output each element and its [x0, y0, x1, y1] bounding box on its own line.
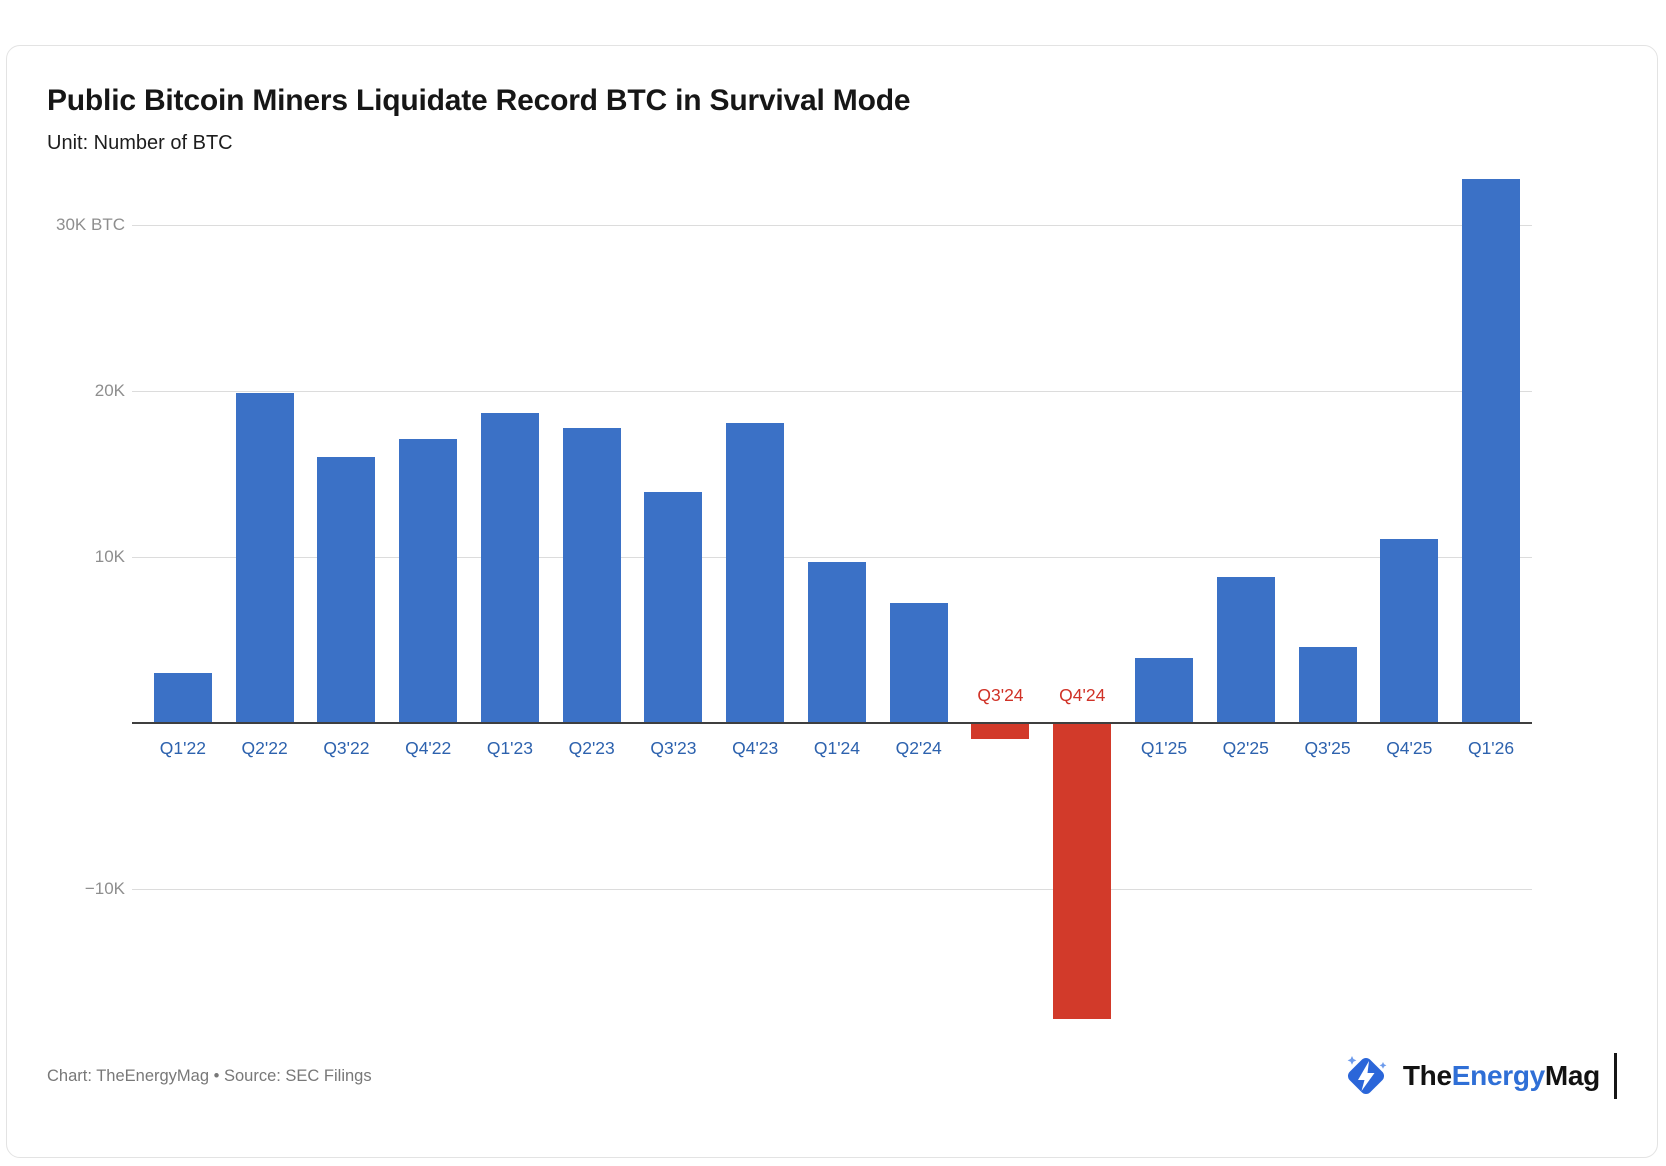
xlabel-q1-22: Q1'22 — [159, 738, 206, 758]
xlabel-q2-22: Q2'22 — [241, 738, 288, 758]
ytick-10k: −10K — [84, 879, 125, 898]
bar-q1-23 — [480, 412, 539, 723]
bar-q1-26 — [1462, 178, 1521, 723]
gridline-10k — [132, 888, 1532, 890]
logo-text-mag: Mag — [1544, 1060, 1600, 1091]
bar-q3-25 — [1298, 646, 1357, 723]
bar-q1-22 — [153, 673, 212, 723]
bar-q2-25 — [1216, 576, 1275, 723]
xlabel-q4-23: Q4'23 — [732, 738, 779, 758]
xlabel-q3-25: Q3'25 — [1304, 738, 1351, 758]
bar-q4-24 — [1053, 724, 1112, 1020]
logo: TheEnergyMag — [1339, 1049, 1617, 1103]
chart-card: Public Bitcoin Miners Liquidate Record B… — [6, 45, 1658, 1158]
chart-credit: Chart: TheEnergyMag • Source: SEC Filing… — [47, 1066, 372, 1085]
xlabel-q1-24: Q1'24 — [813, 738, 861, 758]
xlabel-q3-23: Q3'23 — [650, 738, 697, 758]
bar-q3-23 — [644, 492, 703, 723]
xlabel-q2-23: Q2'23 — [568, 738, 615, 758]
bar-q4-25 — [1380, 538, 1439, 723]
bar-q3-24 — [971, 724, 1030, 739]
logo-text-energy: Energy — [1451, 1060, 1545, 1091]
ytick-30k-btc: 30K BTC — [56, 215, 125, 234]
chart-subtitle: Unit: Number of BTC — [47, 132, 233, 154]
gridline-30k-btc — [132, 224, 1532, 226]
x-axis-line — [132, 722, 1532, 724]
xlabel-q4-24: Q4'24 — [1059, 685, 1106, 705]
ytick-20k: 20K — [94, 381, 125, 400]
logo-cursor-bar — [1614, 1053, 1617, 1099]
chart-title: Public Bitcoin Miners Liquidate Record B… — [47, 84, 911, 117]
xlabel-q3-24: Q3'24 — [977, 685, 1024, 705]
xlabel-q1-23: Q1'23 — [486, 738, 533, 758]
bar-q1-25 — [1135, 658, 1193, 723]
bar-q4-23 — [726, 422, 785, 723]
bar-chart: 30K BTC 20K 10K −10K Q1'22 Q2'22 Q3'22 Q4'22 Q1'… — [47, 163, 1617, 1035]
ytick-10k: 10K — [94, 547, 125, 566]
xlabel-q4-25: Q4'25 — [1386, 738, 1433, 758]
bar-q3-22 — [317, 457, 376, 723]
logo-text-the: The — [1402, 1060, 1452, 1091]
bar-q4-22 — [399, 439, 458, 723]
xlabel-q3-22: Q3'22 — [323, 738, 370, 758]
gridline-10k — [132, 556, 1532, 558]
footer: Chart: TheEnergyMag • Source: SEC Filing… — [47, 1049, 1617, 1103]
logo-diamond-bolt-icon — [1339, 1049, 1393, 1103]
bar-q2-23 — [562, 427, 621, 723]
xlabel-q4-22: Q4'22 — [405, 738, 452, 758]
xlabel-q2-24: Q2'24 — [895, 738, 942, 758]
logo-text: TheEnergyMag — [1403, 1060, 1600, 1092]
xlabel-q2-25: Q2'25 — [1222, 738, 1269, 758]
xlabel-q1-26: Q1'26 — [1467, 738, 1515, 758]
bar-q1-24 — [807, 561, 866, 723]
xlabel-q1-25: Q1'25 — [1140, 738, 1188, 758]
gridline-20k — [132, 390, 1532, 392]
bar-q2-24 — [889, 603, 948, 723]
bar-q2-22 — [235, 392, 294, 723]
